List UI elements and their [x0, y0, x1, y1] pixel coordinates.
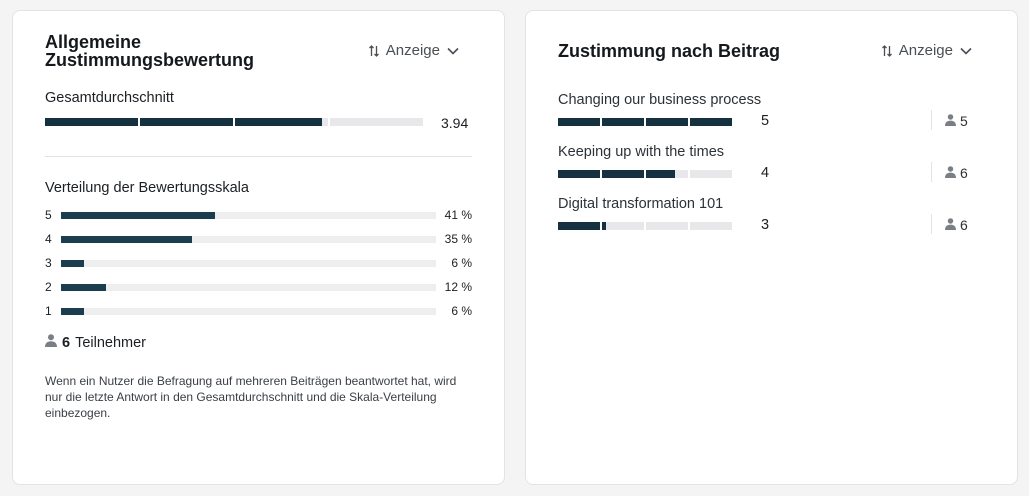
average-segment [140, 118, 233, 126]
contribution-segment-bar [558, 118, 732, 126]
contribution-participants-count: 6 [960, 217, 968, 233]
person-icon [45, 334, 57, 351]
contribution-score: 3 [761, 217, 770, 233]
column-separator [931, 214, 932, 234]
distribution-fill [61, 260, 84, 267]
contribution-segment [646, 222, 688, 230]
participants-summary: 6 Teilnehmer [45, 334, 146, 351]
contribution-segment [558, 222, 600, 230]
distribution-level: 3 [45, 256, 52, 270]
contribution-score: 4 [761, 165, 770, 181]
distribution-fill [61, 308, 84, 315]
contribution-score: 5 [761, 113, 770, 129]
column-separator [931, 162, 932, 182]
distribution-row: 2 12 % [45, 280, 472, 296]
right-sort-control[interactable]: Anzeige [881, 42, 973, 59]
contribution-participants: 6 [945, 165, 968, 181]
distribution-percent: 41 % [444, 208, 472, 222]
chevron-down-icon [959, 44, 973, 58]
contribution-segment-bar [558, 170, 732, 178]
distribution-percent: 35 % [444, 232, 472, 246]
contribution-participants: 6 [945, 217, 968, 233]
average-segment [330, 118, 423, 126]
person-icon [945, 113, 956, 129]
overall-rating-card: Allgemeine Zustimmungsbewertung Anzeige … [12, 10, 505, 485]
average-segment [45, 118, 138, 126]
contribution-segment [602, 170, 644, 178]
contribution-row[interactable]: Digital transformation 101 3 6 [558, 196, 978, 240]
average-value: 3.94 [441, 115, 469, 131]
participants-label: Teilnehmer [75, 334, 146, 351]
contribution-segment-bar [558, 222, 732, 230]
section-divider [45, 156, 472, 157]
distribution-level: 5 [45, 208, 52, 222]
distribution-track [61, 260, 436, 267]
contribution-segment [690, 222, 732, 230]
left-sort-control[interactable]: Anzeige [368, 42, 460, 59]
contribution-segment [646, 170, 688, 178]
calculation-note: Wenn ein Nutzer die Befragung auf mehrer… [45, 374, 457, 420]
distribution-level: 4 [45, 232, 52, 246]
contribution-title: Changing our business process [558, 92, 762, 108]
distribution-fill [61, 236, 193, 243]
distribution-row: 1 6 % [45, 304, 472, 320]
distribution-row: 3 6 % [45, 256, 472, 272]
distribution-fill [61, 212, 215, 219]
distribution-level: 1 [45, 304, 52, 318]
column-separator [931, 110, 932, 130]
contribution-participants-count: 6 [960, 165, 968, 181]
contribution-row[interactable]: Changing our business process 5 5 [558, 92, 978, 136]
average-label: Gesamtdurchschnitt [45, 90, 174, 106]
contribution-participants-count: 5 [960, 113, 968, 129]
contribution-segment [602, 222, 644, 230]
distribution-track [61, 284, 436, 291]
contribution-segment [646, 118, 688, 126]
contribution-participants: 5 [945, 113, 968, 129]
overall-rating-title: Allgemeine Zustimmungsbewertung [45, 32, 255, 70]
distribution-percent: 12 % [444, 280, 472, 294]
average-segment-bar [45, 118, 423, 126]
right-sort-label: Anzeige [898, 42, 953, 59]
distribution-level: 2 [45, 280, 52, 294]
distribution-label: Verteilung der Bewertungsskala [45, 180, 249, 196]
rating-by-contribution-card: Zustimmung nach Beitrag Anzeige Changing… [525, 10, 1018, 485]
distribution-track [61, 236, 436, 243]
contribution-title: Digital transformation 101 [558, 196, 724, 212]
person-icon [945, 165, 956, 181]
contribution-segment [558, 118, 600, 126]
left-sort-label: Anzeige [385, 42, 440, 59]
contribution-segment [690, 118, 732, 126]
contribution-segment [602, 118, 644, 126]
rating-by-contribution-title: Zustimmung nach Beitrag [558, 41, 781, 61]
distribution-row: 4 35 % [45, 232, 472, 248]
average-segment [235, 118, 328, 126]
sort-icon [368, 44, 380, 57]
sort-icon [881, 44, 893, 57]
participants-count: 6 [62, 334, 71, 351]
distribution-track [61, 308, 436, 315]
distribution-fill [61, 284, 106, 291]
distribution-percent: 6 % [451, 304, 472, 318]
person-icon [945, 217, 956, 233]
distribution-track [61, 212, 436, 219]
contribution-segment [690, 170, 732, 178]
distribution-percent: 6 % [451, 256, 472, 270]
contribution-row[interactable]: Keeping up with the times 4 6 [558, 144, 978, 188]
contribution-title: Keeping up with the times [558, 144, 725, 160]
contribution-segment [558, 170, 600, 178]
chevron-down-icon [446, 44, 460, 58]
distribution-row: 5 41 % [45, 208, 472, 224]
